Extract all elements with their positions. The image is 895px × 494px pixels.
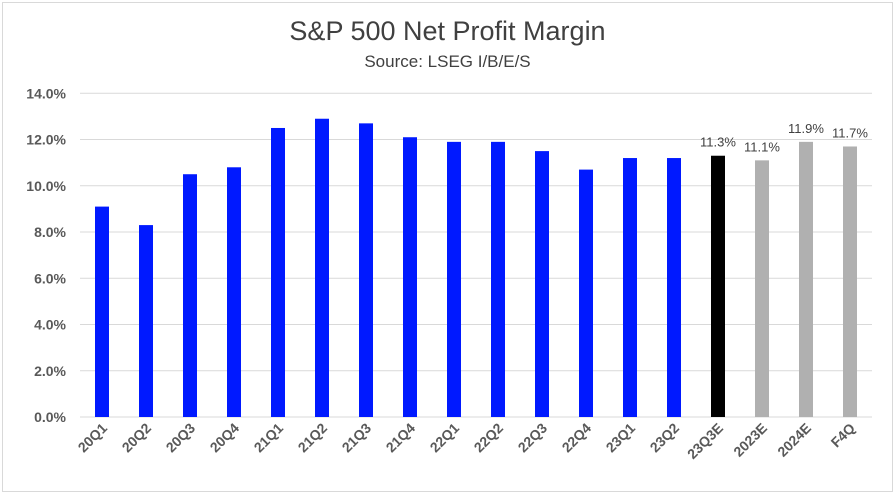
chart-title: S&P 500 Net Profit Margin <box>289 16 606 46</box>
x-tick-label: 21Q4 <box>383 420 419 456</box>
bar-21Q1 <box>271 127 285 417</box>
x-tick-label: 21Q1 <box>251 420 287 456</box>
x-tick-label: 23Q2 <box>647 420 683 456</box>
y-tick-label: 6.0% <box>34 270 66 286</box>
x-tick-label: 23Q1 <box>603 420 639 456</box>
y-tick-label: 12.0% <box>26 132 66 148</box>
x-tick-label: 23Q3E <box>684 420 726 462</box>
x-tick-label: 20Q4 <box>207 420 243 456</box>
data-label: 11.1% <box>744 139 780 154</box>
x-tick-label: 22Q4 <box>559 420 595 456</box>
y-tick-label: 2.0% <box>34 363 66 379</box>
bar-21Q2 <box>315 118 329 417</box>
bar-21Q3 <box>359 123 373 418</box>
bar-20Q4 <box>227 167 241 417</box>
chart-subtitle: Source: LSEG I/B/E/S <box>364 52 531 71</box>
x-tick-label: 20Q1 <box>75 420 111 456</box>
bar-20Q1 <box>95 206 109 417</box>
bar-2024E <box>799 141 813 418</box>
x-tick-label: F4Q <box>828 420 859 451</box>
x-tick-label: 20Q3 <box>163 420 199 456</box>
y-tick-label: 8.0% <box>34 224 66 240</box>
bar-22Q3 <box>535 151 549 417</box>
x-tick-label: 21Q2 <box>295 420 331 456</box>
bar-22Q1 <box>447 141 461 418</box>
y-tick-label: 0.0% <box>34 409 66 425</box>
bar-F4Q <box>843 146 857 417</box>
data-label: 11.7% <box>832 125 868 140</box>
bar-23Q3E <box>711 155 725 418</box>
y-tick-label: 10.0% <box>26 178 66 194</box>
bar-22Q2 <box>491 141 505 418</box>
x-tick-label: 22Q2 <box>471 420 507 456</box>
bar-20Q2 <box>139 225 153 417</box>
bar-22Q4 <box>579 169 593 417</box>
bar-23Q2 <box>667 158 681 418</box>
y-tick-label: 4.0% <box>34 317 66 333</box>
bar-23Q1 <box>623 158 637 418</box>
bar-20Q3 <box>183 174 197 417</box>
x-tick-label: 22Q3 <box>515 420 551 456</box>
bar-21Q4 <box>403 137 417 417</box>
y-tick-label: 14.0% <box>26 85 66 101</box>
data-label: 11.9% <box>788 121 824 136</box>
x-tick-label: 22Q1 <box>427 420 463 456</box>
data-label: 11.3% <box>700 135 736 150</box>
bar-2023E <box>755 160 769 417</box>
x-tick-label: 2023E <box>730 420 770 460</box>
x-tick-label: 20Q2 <box>119 420 155 456</box>
x-tick-label: 21Q3 <box>339 420 375 456</box>
x-tick-label: 2024E <box>774 420 814 460</box>
